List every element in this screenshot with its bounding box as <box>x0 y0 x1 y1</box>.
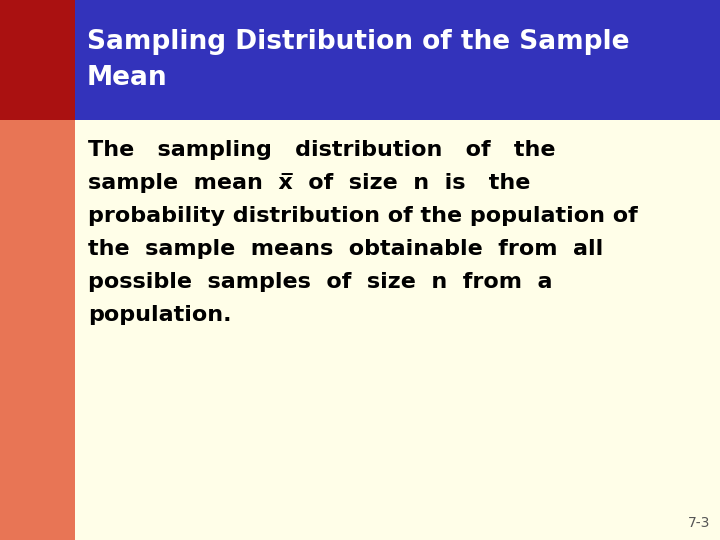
Text: the  sample  means  obtainable  from  all: the sample means obtainable from all <box>88 239 603 259</box>
Text: Sampling Distribution of the Sample: Sampling Distribution of the Sample <box>87 29 629 55</box>
FancyBboxPatch shape <box>75 0 720 120</box>
FancyBboxPatch shape <box>0 0 75 120</box>
Text: probability distribution of the population of: probability distribution of the populati… <box>88 206 638 226</box>
Text: population.: population. <box>88 305 232 325</box>
Text: Mean: Mean <box>87 65 168 91</box>
FancyBboxPatch shape <box>0 120 75 540</box>
Text: The   sampling   distribution   of   the: The sampling distribution of the <box>88 140 556 160</box>
Text: sample  mean  x̅  of  size  n  is   the: sample mean x̅ of size n is the <box>88 173 531 193</box>
Text: 7-3: 7-3 <box>688 516 710 530</box>
Text: possible  samples  of  size  n  from  a: possible samples of size n from a <box>88 272 552 292</box>
